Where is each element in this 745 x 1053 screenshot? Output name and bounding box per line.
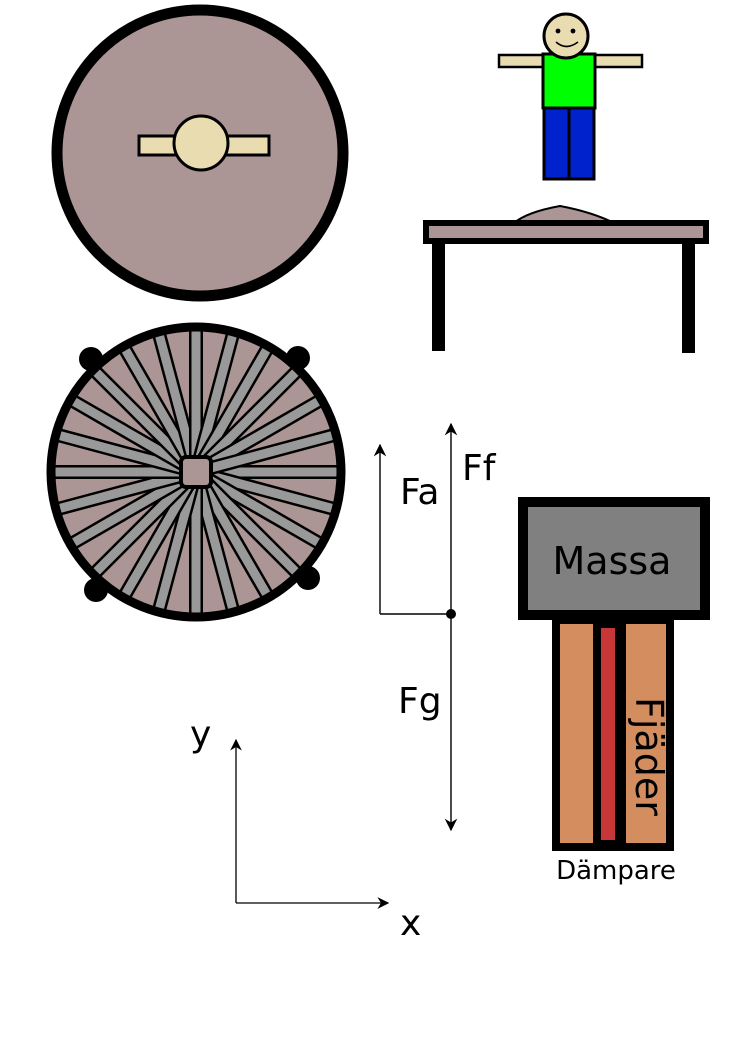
leg-cap-top-left (79, 347, 103, 371)
spring-spoke (152, 482, 198, 616)
force-point (446, 609, 456, 619)
spring-spoke (117, 339, 194, 464)
spring-spoke (52, 428, 186, 474)
jumper-head (542, 12, 590, 60)
jumper-pants-left (542, 106, 571, 181)
trampoline-frame (423, 220, 709, 244)
spring-spoke (86, 362, 191, 467)
jumper-eye-left (555, 28, 561, 34)
jumper-shirt (541, 52, 597, 110)
coordinate-axes: y x (190, 714, 421, 944)
leg-cap-bottom-right (296, 566, 320, 590)
spring-spoke (63, 474, 188, 551)
spring-spoke (201, 362, 306, 467)
label-massa: Massa (553, 539, 672, 583)
spring-right (626, 624, 666, 843)
leg-cap-bottom-left (84, 578, 108, 602)
spring-left (560, 624, 593, 843)
axis-x-label: x (400, 903, 421, 944)
mat-bulge (511, 204, 615, 224)
spring-spoke (206, 470, 340, 516)
trampoline-side-view (423, 204, 709, 353)
trampoline-top-view (51, 4, 349, 302)
axis-y-label: y (190, 714, 211, 755)
spring-spoke (194, 328, 240, 462)
damper-rod (601, 628, 615, 840)
label-fg: Fg (398, 681, 442, 722)
force-diagram: Fa Ff Fg (373, 422, 497, 832)
leg-cap-top-right (286, 346, 310, 370)
spring-spoke (63, 393, 188, 470)
mass-block (518, 497, 710, 620)
spring-spoke (198, 339, 275, 464)
trampoline-frame-springs (46, 322, 346, 622)
spring-spoke (204, 393, 329, 470)
frame-rim (46, 322, 346, 622)
label-dampare: Dämpare (556, 856, 676, 886)
spring-spoke (206, 428, 340, 474)
spring-spoke (194, 482, 240, 616)
trampoline-leg-left (432, 243, 445, 351)
jumper-pants-right (567, 106, 596, 181)
label-ff: Ff (462, 448, 497, 489)
jumper-figure (497, 12, 644, 181)
jumper-smile (555, 41, 579, 48)
spring-spoke (52, 470, 186, 516)
mass-spring-damper: Massa Fjäder Dämpare (518, 497, 710, 886)
spring-spoke (117, 480, 194, 605)
frame-hub (179, 455, 213, 489)
spring-spoke (152, 328, 198, 462)
jumper-head-top-view (172, 114, 230, 172)
trampoline-leg-right (682, 243, 695, 353)
spring-spoke (198, 480, 275, 605)
jumper-eye-right (570, 28, 576, 34)
label-fa: Fa (400, 472, 439, 513)
spring-spoke (201, 477, 306, 582)
spring-spoke (86, 477, 191, 582)
label-fjader: Fjäder (627, 697, 671, 816)
spring-spoke (204, 474, 329, 551)
